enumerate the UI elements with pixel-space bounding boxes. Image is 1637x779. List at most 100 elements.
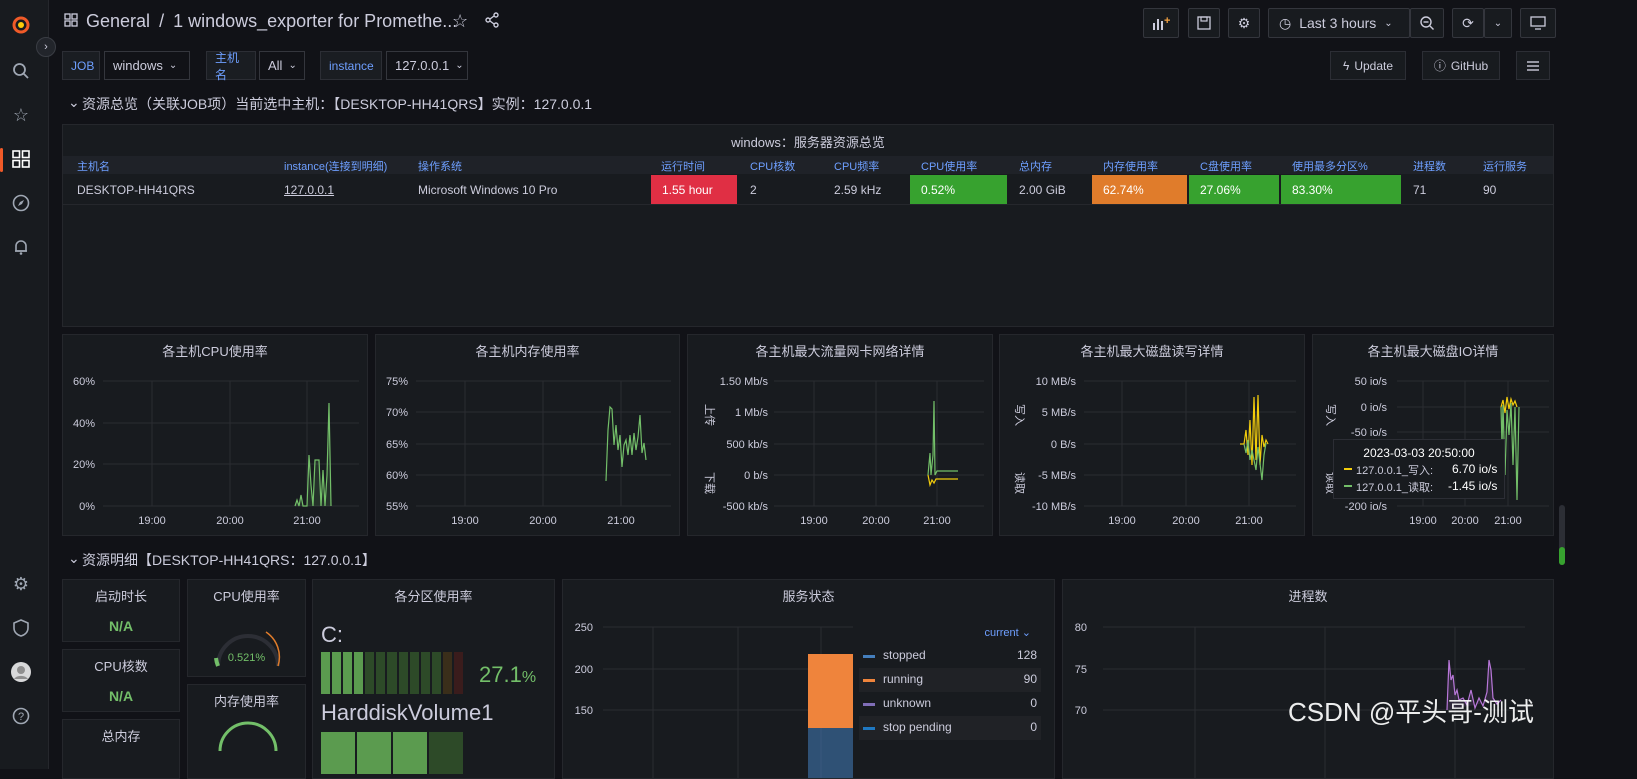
chevron-down-icon: ⌄ <box>288 60 297 71</box>
help-icon[interactable]: ? <box>10 705 32 727</box>
variable-select-hostname[interactable]: All ⌄ <box>259 51 305 80</box>
process-count-panel[interactable]: 进程数 80 75 70 <box>1062 579 1554 779</box>
sidebar-expand-button[interactable]: › <box>36 37 56 57</box>
column-header[interactable]: 进程数 <box>1413 161 1446 173</box>
column-header[interactable]: 使用最多分区% <box>1292 161 1368 173</box>
column-header[interactable]: 总内存 <box>1019 161 1052 173</box>
table-cell-maxpart-usage: 83.30% <box>1292 182 1333 197</box>
column-header[interactable]: 运行服务 <box>1483 161 1527 173</box>
legend-row[interactable]: running 90 <box>859 668 1041 692</box>
x-tick-label: 20:00 <box>529 515 557 527</box>
row-title-detail[interactable]: 资源明细【DESKTOP-HH41QRS：127.0.0.1】 <box>82 552 376 568</box>
legend-color <box>863 727 875 730</box>
time-range-picker[interactable]: ◷ Last 3 hours ⌄ <box>1268 8 1410 38</box>
tooltip-series-name: 127.0.0.1_读取: <box>1356 482 1434 494</box>
uptime-stat-panel[interactable]: 启动时长 N/A <box>62 579 180 642</box>
user-avatar[interactable] <box>10 661 32 683</box>
grafana-logo-icon[interactable] <box>10 14 32 36</box>
legend-value: 0 <box>1030 696 1037 710</box>
legend-row[interactable]: unknown 0 <box>859 692 1041 716</box>
mark-favorite-star-icon[interactable]: ☆ <box>452 11 469 31</box>
disk-io-graph-panel[interactable]: 各主机最大磁盘IO详情 50 io/s 0 io/s -50 io/s -200… <box>1312 334 1554 536</box>
partition-usage-panel[interactable]: 各分区使用率 C: 27.1% HarddiskVolume1 <box>312 579 555 779</box>
partition-value: 27.1% <box>479 662 536 688</box>
variable-select-instance[interactable]: 127.0.0.1 ⌄ <box>386 51 468 80</box>
legend-sort-header[interactable]: current ⌄ <box>984 627 1031 639</box>
table-cell-instance-link[interactable]: 127.0.0.1 <box>284 182 335 197</box>
column-header[interactable]: instance(连接到明细) <box>284 161 388 173</box>
view-mode-monitor-icon[interactable] <box>1520 8 1556 38</box>
row-title-overview[interactable]: 资源总览（关联JOB项）当前选中主机：【DESKTOP-HH41QRS】实例：1… <box>82 96 593 112</box>
svg-text:+: + <box>1164 15 1170 27</box>
table-cell-services: 90 <box>1483 182 1497 197</box>
variable-label-hostname: 主机名 <box>206 51 256 82</box>
hamburger-menu-icon[interactable] <box>1516 51 1550 80</box>
alerting-bell-icon[interactable] <box>10 236 32 258</box>
service-status-panel[interactable]: 服务状态 250 200 150 current ⌄ stopped 128 r… <box>562 579 1055 779</box>
add-panel-button[interactable]: + <box>1143 8 1179 38</box>
breadcrumb-folder[interactable]: General <box>86 11 151 31</box>
cpu-usage-gauge-panel[interactable]: CPU使用率 0.521% <box>187 579 306 677</box>
page-scrollbar[interactable] <box>1559 505 1565 565</box>
y-tick-label: 1 Mb/s <box>735 407 769 419</box>
column-header[interactable]: CPU核数 <box>750 161 796 173</box>
legend-row[interactable]: stopped 128 <box>859 644 1041 668</box>
x-tick-label: 19:00 <box>138 515 166 527</box>
column-header[interactable]: 内存使用率 <box>1103 161 1158 173</box>
mem-cell-bg <box>1092 175 1187 204</box>
update-link-button[interactable]: ϟ Update <box>1330 51 1406 80</box>
tooltip-time: 2023-03-03 20:50:00 <box>1363 446 1475 460</box>
github-link-button[interactable]: ⓘ GitHub <box>1422 51 1500 80</box>
legend-name: stopped <box>883 648 926 662</box>
panel-title: 各主机最大磁盘读写详情 <box>1080 344 1224 359</box>
column-header[interactable]: 运行时间 <box>661 161 705 173</box>
dashboard-title[interactable]: 1 windows_exporter for Promethe... <box>173 11 458 31</box>
y-tick-label: 150 <box>575 705 593 717</box>
memory-graph-svg: 75% 70% 65% 60% 55% 19:00 20:00 21:00 <box>386 376 671 527</box>
explore-compass-icon[interactable] <box>10 192 32 214</box>
running-area <box>808 654 853 728</box>
disk-graph-svg: 10 MB/s 5 MB/s 0 B/s -5 MB/s -10 MB/s 写入… <box>1013 376 1296 527</box>
refresh-icon[interactable]: ⟳ <box>1452 8 1484 38</box>
column-header[interactable]: 主机名 <box>77 161 110 173</box>
cpu-usage-graph-panel[interactable]: 各主机CPU使用率 60% 40% 20% 0% 19:00 20:00 21:… <box>62 334 368 536</box>
update-link-label: Update <box>1354 58 1394 73</box>
active-indicator <box>0 148 3 172</box>
cdisk-cell-bg <box>1189 175 1279 204</box>
x-tick-label: 20:00 <box>1172 515 1200 527</box>
panel-title: 内存使用率 <box>213 694 279 709</box>
variable-select-job[interactable]: windows ⌄ <box>104 51 190 80</box>
memory-usage-gauge-panel[interactable]: 内存使用率 <box>187 684 306 779</box>
column-header[interactable]: CPU频率 <box>834 161 880 173</box>
cpu-cores-stat-panel[interactable]: CPU核数 N/A <box>62 649 180 712</box>
search-icon[interactable] <box>10 60 32 82</box>
disk-rw-graph-panel[interactable]: 各主机最大磁盘读写详情 10 MB/s 5 MB/s 0 B/s -5 MB/s… <box>999 334 1305 536</box>
partition-value-unit: % <box>521 669 537 686</box>
refresh-interval-chevron-icon[interactable]: ⌄ <box>1484 8 1512 38</box>
column-header[interactable]: CPU使用率 <box>921 161 978 173</box>
network-graph-panel[interactable]: 各主机最大流量网卡网络详情 1.50 Mb/s 1 Mb/s 500 kb/s … <box>687 334 993 536</box>
zoom-out-icon[interactable] <box>1410 8 1444 38</box>
table-cell-hostname: DESKTOP-HH41QRS <box>77 182 195 197</box>
x-tick-label: 20:00 <box>862 515 890 527</box>
share-icon[interactable] <box>484 12 500 31</box>
total-memory-stat-panel[interactable]: 总内存 <box>62 719 180 779</box>
star-icon[interactable]: ☆ <box>12 104 30 125</box>
row-collapse-chevron-icon[interactable]: ⌄ <box>68 550 80 566</box>
legend-name: running <box>883 672 924 686</box>
memory-usage-graph-panel[interactable]: 各主机内存使用率 75% 70% 65% 60% 55% 19:00 20:00… <box>375 334 680 536</box>
column-header[interactable]: 操作系统 <box>418 161 462 173</box>
server-admin-shield-icon[interactable] <box>10 617 32 639</box>
dashboard-settings-gear-icon[interactable]: ⚙ <box>1228 8 1260 38</box>
save-dashboard-icon[interactable] <box>1188 8 1220 38</box>
disk-read-line <box>1243 439 1267 481</box>
dashboards-icon[interactable] <box>10 148 32 170</box>
panel-title: 总内存 <box>101 729 141 744</box>
column-header[interactable]: C盘使用率 <box>1200 161 1252 173</box>
configuration-gear-icon[interactable]: ⚙ <box>12 573 30 594</box>
row-collapse-chevron-icon[interactable]: ⌄ <box>68 94 80 110</box>
variable-value-hostname: All <box>268 58 283 73</box>
legend-name: stop pending <box>883 720 952 734</box>
scrollbar-thumb[interactable] <box>1559 547 1565 565</box>
legend-row[interactable]: stop pending 0 <box>859 716 1041 740</box>
